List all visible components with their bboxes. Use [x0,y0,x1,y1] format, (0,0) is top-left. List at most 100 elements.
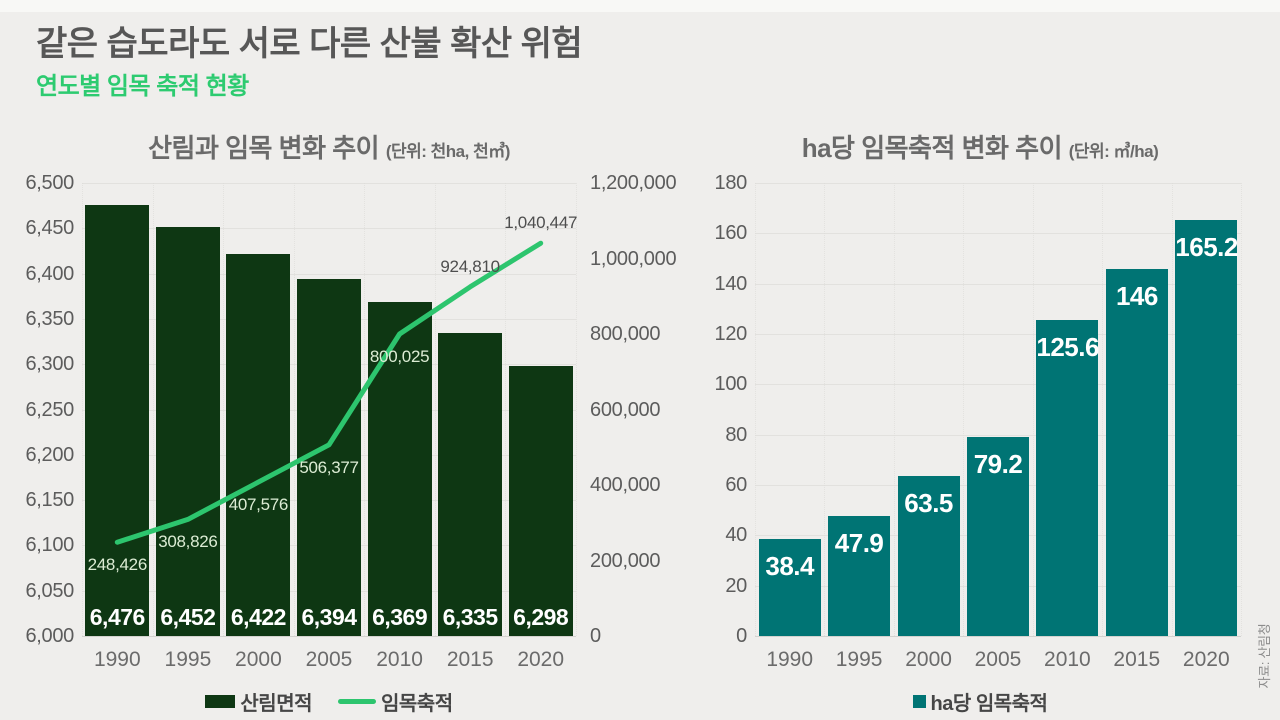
forest-area-bar: 6,422 [226,253,291,636]
category-separator [1241,183,1242,636]
y-axis-tick-label: 0 [736,625,747,647]
growing-stock-swatch-icon [338,699,376,704]
forest-area-bar: 6,369 [367,301,432,636]
left-axis-tick-label: 6,000 [25,625,74,647]
legend-label-stock-per-ha: ha당 임목축적 [930,693,1048,715]
x-tick-label: 1995 [835,648,883,671]
stock-per-ha-bar: 38.4 [758,539,821,636]
bar-value-label: 6,476 [89,604,146,630]
right-axis-tick-label: 800,000 [590,323,661,345]
stock-per-ha-bar: 47.9 [828,515,891,636]
legend-label-forest-area: 산림면적 [240,693,312,715]
x-tick-label: 2020 [517,648,565,671]
page-subtitle: 연도별 임목 축적 현황 [36,73,249,100]
x-tick-label: 1990 [93,648,141,671]
bar-value-label: 165.2 [1175,232,1238,263]
gridline [755,334,1241,335]
bar-value-label: 38.4 [765,551,814,582]
left-axis-tick-label: 6,450 [25,217,74,240]
line-point-label: 407,576 [228,495,289,515]
category-separator [1171,183,1173,636]
left-axis-tick-label: 6,100 [25,534,74,557]
category-separator [364,183,366,636]
right-axis-tick-label: 1,200,000 [590,172,677,194]
left-axis-tick-label: 6,300 [25,353,74,376]
x-tick-label: 2000 [905,648,952,671]
forest-area-bar: 6,452 [155,226,220,636]
y-axis-tick-label: 100 [714,373,748,396]
bar-chart-unit-note: (단위: ㎥/ha) [1068,142,1159,161]
x-tick-label: 2000 [235,648,282,671]
left-axis-tick-label: 6,200 [25,443,74,466]
category-separator [505,183,507,636]
category-separator [434,183,436,636]
category-separator [963,183,965,636]
gridline [82,228,576,230]
x-tick-label: 2005 [305,648,353,671]
gridline [755,434,1241,436]
forest-area-bar: 6,335 [438,332,503,636]
y-axis-tick-label: 40 [725,524,747,547]
y-axis-tick-label: 80 [725,423,747,446]
bar-value-label: 63.5 [904,488,953,519]
bar-chart-title: ha당 임목축적 변화 추이 (단위: ㎥/ha) [755,128,1205,165]
bar-chart-plot: 38.4 47.9 63.5 79.2 125.6 146 165.2 [755,183,1242,637]
combo-chart-plot: 6,476 6,452 6,422 6,394 6,369 6,335 6,298 248,4… [82,183,577,637]
bar-value-label: 146 [1115,280,1158,311]
top-strip [0,0,1280,12]
category-separator [152,183,154,636]
gridline [755,283,1241,285]
bar-value-label: 125.6 [1036,331,1099,362]
legend-item-stock-per-ha: ha당 임목축적 [912,687,1048,716]
baseline [755,636,1241,637]
bar-chart-title-text: ha당 임목축적 변화 추이 [801,133,1063,163]
stock-per-ha-bar: 63.5 [897,476,960,636]
stock-per-ha-swatch-icon [912,695,926,708]
combo-chart-unit-note: (단위: 천ha, 천㎥) [385,142,511,161]
category-separator [1032,183,1034,636]
gridline [82,183,576,184]
x-tick-label: 2015 [1113,648,1161,671]
line-point-label: 308,826 [158,532,218,552]
right-axis-tick-label: 0 [590,625,601,647]
line-point-label: 800,025 [369,347,430,366]
line-point-label: 248,426 [87,555,148,575]
bar-value-label: 6,394 [301,604,357,630]
right-axis-tick-label: 1,000,000 [590,247,677,270]
legend-item-forest-area: 산림면적 [205,687,312,716]
category-separator [1102,183,1104,636]
gridline [755,384,1241,386]
category-separator [755,183,756,636]
legend-item-growing-stock: 임목축적 [338,687,453,716]
bar-value-label: 79.2 [973,448,1023,479]
category-separator [576,183,577,636]
y-axis-tick-label: 180 [714,172,748,194]
category-separator [293,183,295,636]
right-axis-tick-label: 400,000 [590,474,661,496]
stock-per-ha-bar: 125.6 [1036,319,1099,636]
combo-chart-legend: 산림면적 임목축적 [82,687,576,716]
legend-label-growing-stock: 임목축적 [381,693,453,715]
combo-chart-title: 산림과 임목 변화 추이 (단위: 천ha, 천㎥) [82,128,576,165]
forest-area-bar: 6,298 [508,366,573,636]
baseline [82,636,576,637]
left-axis-tick-label: 6,500 [25,172,74,194]
gridline [755,233,1241,235]
bar-value-label: 47.9 [834,527,884,558]
source-note: 자료: 산림청 [1257,623,1272,689]
bar-value-label: 6,298 [513,604,569,630]
x-tick-label: 2010 [1044,648,1091,671]
right-axis-tick-label: 200,000 [590,549,661,572]
category-separator [824,183,826,636]
bar-value-label: 6,452 [160,604,216,630]
x-tick-label: 1995 [164,648,212,671]
page-title: 같은 습도라도 서로 다른 산불 확산 위험 [36,25,583,63]
bar-chart-legend: ha당 임목축적 [755,687,1205,716]
forest-area-swatch-icon [205,695,236,708]
y-axis-tick-label: 60 [725,474,747,496]
category-separator [82,183,83,636]
bar-value-label: 6,369 [372,604,428,630]
stock-per-ha-bar: 165.2 [1175,220,1238,636]
forest-area-bar: 6,476 [85,204,150,636]
x-tick-label: 2015 [446,648,494,671]
